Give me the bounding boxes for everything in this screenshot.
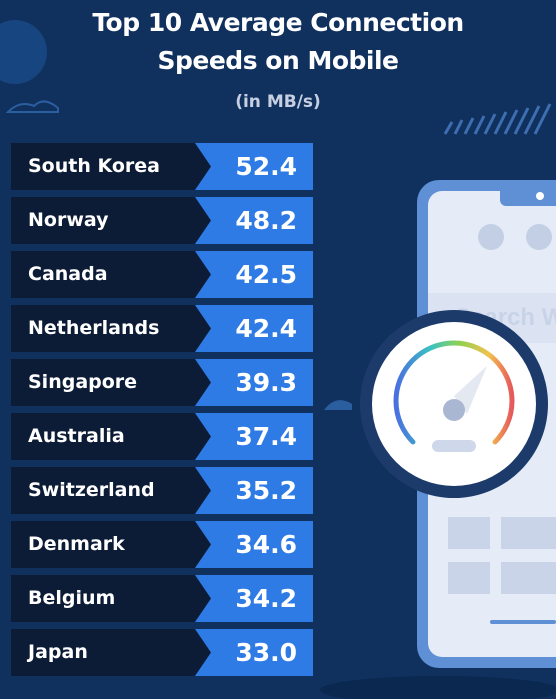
speed-value-label: 34.2 [235, 584, 297, 613]
row-value-background [195, 413, 313, 460]
row-value-background [195, 467, 313, 514]
row-name-background [11, 359, 211, 406]
speed-value-label: 52.4 [235, 152, 297, 181]
country-label: Japan [28, 641, 88, 663]
cloud-shape [324, 400, 352, 410]
chart-title-line-2: Speeds on Mobile [157, 46, 399, 75]
speed-value-label: 33.0 [235, 638, 297, 667]
row-value-background [195, 575, 313, 622]
table-row: Norway 48.2 [11, 197, 313, 244]
row-name-background [11, 467, 211, 514]
country-label: Norway [28, 209, 109, 231]
app-circle-icon [526, 224, 552, 250]
table-row: Canada 42.5 [11, 251, 313, 298]
grid-tile [501, 562, 556, 594]
grid-tile [448, 562, 490, 594]
table-row: Singapore 39.3 [11, 359, 313, 406]
country-label: Switzerland [28, 479, 155, 501]
speed-value-label: 37.4 [235, 422, 297, 451]
country-label: Canada [28, 263, 108, 285]
chart-subtitle: (in MB/s) [235, 92, 321, 112]
gauge-readout [432, 440, 476, 452]
row-name-background [11, 197, 211, 244]
row-name-background [11, 629, 211, 676]
row-name-background [11, 143, 211, 190]
row-name-background [11, 413, 211, 460]
row-value-background [195, 197, 313, 244]
country-label: Singapore [28, 371, 138, 393]
table-row: Netherlands 42.4 [11, 305, 313, 352]
chart-title: Top 10 Average Connection Speeds on Mobi… [0, 4, 556, 80]
speed-value-label: 48.2 [235, 206, 297, 235]
table-row: Switzerland 35.2 [11, 467, 313, 514]
table-row: Australia 37.4 [11, 413, 313, 460]
country-label: Netherlands [28, 317, 160, 339]
row-name-background [11, 251, 211, 298]
gauge-needle [441, 366, 487, 414]
row-name-background [11, 521, 211, 568]
country-label: Australia [28, 425, 125, 447]
row-value-background [195, 305, 313, 352]
row-name-background [11, 305, 211, 352]
speed-value-label: 39.3 [235, 368, 297, 397]
row-value-background [195, 251, 313, 298]
row-value-background [195, 521, 313, 568]
phone-notch [500, 186, 556, 206]
camera-icon [536, 192, 544, 200]
home-indicator [490, 620, 556, 624]
row-name-background [11, 575, 211, 622]
table-row: Belgium 34.2 [11, 575, 313, 622]
speed-value-label: 34.6 [235, 530, 297, 559]
table-row: Japan 33.0 [11, 629, 313, 676]
gauge-arc [393, 340, 515, 445]
country-label: South Korea [28, 155, 161, 177]
row-value-background [195, 629, 313, 676]
country-label: Belgium [28, 587, 116, 609]
table-row: South Korea 52.4 [11, 143, 313, 190]
speed-value-label: 42.4 [235, 314, 297, 343]
country-label: Denmark [28, 533, 125, 555]
background-blob [0, 20, 47, 84]
table-row: Denmark 34.6 [11, 521, 313, 568]
stripes-decor [443, 103, 552, 135]
chart-title-line-1: Top 10 Average Connection [92, 8, 464, 37]
grid-tile [448, 517, 490, 549]
app-circle-icon [478, 224, 504, 250]
cloud-outline [5, 100, 59, 113]
gauge-hub [443, 399, 465, 421]
grid-tile [501, 517, 556, 549]
row-value-background [195, 359, 313, 406]
speed-value-label: 42.5 [235, 260, 297, 289]
speed-value-label: 35.2 [235, 476, 297, 505]
row-value-background [195, 143, 313, 190]
phone-shadow [320, 676, 556, 699]
